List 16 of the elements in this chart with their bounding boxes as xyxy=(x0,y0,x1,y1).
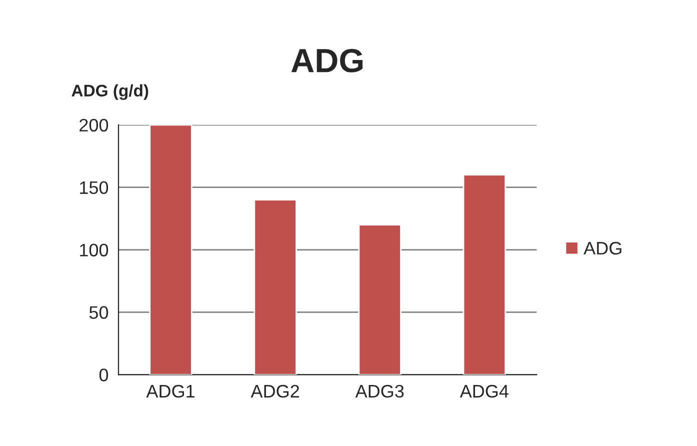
chart-title: ADG xyxy=(291,48,363,72)
bar xyxy=(254,199,297,375)
bar xyxy=(358,224,402,375)
x-tick-label: ADG2 xyxy=(250,384,299,398)
y-tick-label: 150 xyxy=(80,181,108,194)
y-tick-label: 200 xyxy=(80,118,108,132)
y-tick-label: 50 xyxy=(89,306,108,319)
y-tick-label: 0 xyxy=(99,368,108,382)
x-tick-label: ADG1 xyxy=(146,384,194,398)
x-tick-label: ADG3 xyxy=(355,384,404,398)
bar xyxy=(462,174,506,375)
y-tick-label: 100 xyxy=(80,244,108,256)
bar xyxy=(149,124,192,375)
x-tick-label: ADG4 xyxy=(460,384,508,398)
legend-label: ADG xyxy=(584,242,622,255)
y-axis-title: ADG (g/d) xyxy=(72,84,148,100)
